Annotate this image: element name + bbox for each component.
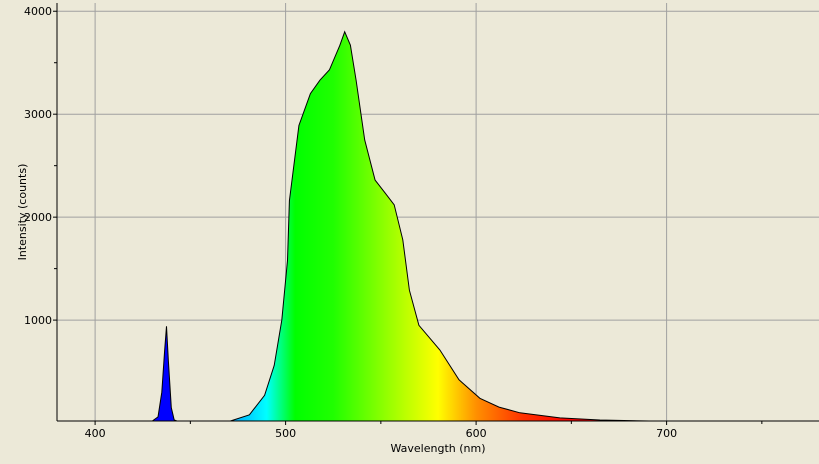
y-tick-label: 1000 [24, 314, 52, 327]
axes [53, 3, 819, 425]
spectrum-line-1 [152, 326, 178, 422]
y-tick-label: 3000 [24, 108, 52, 121]
tick-labels: 400 500 600 700 1000 2000 3000 4000 [24, 5, 677, 440]
y-tick-label: 2000 [24, 211, 52, 224]
x-tick-label: 500 [275, 427, 296, 440]
spectrum-area-2 [218, 31, 705, 422]
spectrum-area-1 [152, 326, 178, 421]
x-tick-label: 400 [85, 427, 106, 440]
spectrum-line-2 [218, 30, 705, 422]
spectrum-areas [152, 30, 705, 422]
y-tick-label: 4000 [24, 5, 52, 18]
x-tick-label: 700 [656, 427, 677, 440]
grid-lines [57, 3, 819, 421]
y-axis-label: Intensity (counts) [16, 164, 29, 261]
x-axis-label: Wavelength (nm) [390, 442, 485, 455]
x-tick-label: 600 [466, 427, 487, 440]
